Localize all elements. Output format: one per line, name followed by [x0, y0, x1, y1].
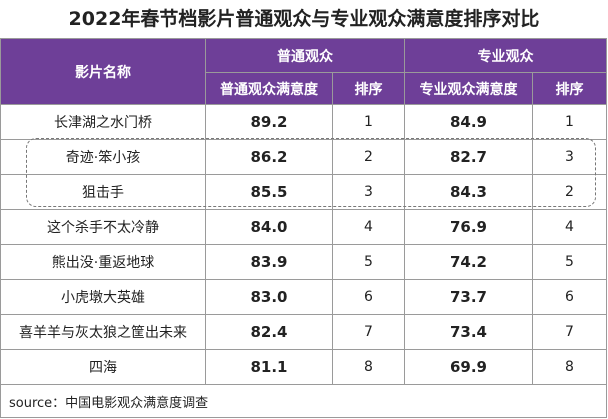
professional-score: 76.9	[404, 209, 533, 245]
general-score: 83.9	[205, 244, 333, 280]
professional-score: 73.4	[404, 314, 533, 350]
header-general-group: 普通观众	[205, 38, 405, 73]
professional-rank: 6	[532, 279, 607, 315]
header-professional-rank: 排序	[532, 72, 607, 105]
table-row: 奇迹·笨小孩 86.2 2 82.7 3	[0, 139, 607, 175]
film-name: 熊出没·重返地球	[0, 244, 206, 280]
table-row: 这个杀手不太冷静 84.0 4 76.9 4	[0, 209, 607, 245]
professional-score: 82.7	[404, 139, 533, 175]
header-general-rank: 排序	[332, 72, 405, 105]
table-row: 长津湖之水门桥 89.2 1 84.9 1	[0, 104, 607, 140]
professional-score: 84.9	[404, 104, 533, 140]
general-rank: 3	[332, 174, 405, 210]
general-rank: 4	[332, 209, 405, 245]
professional-score: 74.2	[404, 244, 533, 280]
professional-rank: 7	[532, 314, 607, 350]
professional-rank: 5	[532, 244, 607, 280]
general-score: 81.1	[205, 349, 333, 385]
professional-rank: 1	[532, 104, 607, 140]
professional-rank: 4	[532, 209, 607, 245]
film-name: 喜羊羊与灰太狼之筐出未来	[0, 314, 206, 350]
source-note: source：中国电影观众满意度调查	[0, 384, 607, 418]
general-rank: 7	[332, 314, 405, 350]
film-name: 这个杀手不太冷静	[0, 209, 206, 245]
general-score: 89.2	[205, 104, 333, 140]
table-row: 喜羊羊与灰太狼之筐出未来 82.4 7 73.4 7	[0, 314, 607, 350]
general-score: 82.4	[205, 314, 333, 350]
general-score: 85.5	[205, 174, 333, 210]
header-professional-score: 专业观众满意度	[404, 72, 533, 105]
film-name: 四海	[0, 349, 206, 385]
table-title: 2022年春节档影片普通观众与专业观众满意度排序对比	[68, 8, 540, 30]
general-score: 84.0	[205, 209, 333, 245]
table-row: 小虎墩大英雄 83.0 6 73.7 6	[0, 279, 607, 315]
film-name: 奇迹·笨小孩	[0, 139, 206, 175]
header-film-name: 影片名称	[0, 38, 206, 105]
film-name: 小虎墩大英雄	[0, 279, 206, 315]
satisfaction-table: 影片名称 普通观众 专业观众 普通观众满意度 排序 专业观众满意度 排序 长津湖…	[0, 38, 607, 418]
professional-rank: 2	[532, 174, 607, 210]
header-general-score: 普通观众满意度	[205, 72, 333, 105]
general-score: 83.0	[205, 279, 333, 315]
header-professional-group: 专业观众	[404, 38, 607, 73]
table-row: 熊出没·重返地球 83.9 5 74.2 5	[0, 244, 607, 280]
general-rank: 1	[332, 104, 405, 140]
table-row: 四海 81.1 8 69.9 8	[0, 349, 607, 385]
film-name: 狙击手	[0, 174, 206, 210]
professional-score: 73.7	[404, 279, 533, 315]
professional-score: 84.3	[404, 174, 533, 210]
general-rank: 5	[332, 244, 405, 280]
professional-rank: 8	[532, 349, 607, 385]
general-rank: 8	[332, 349, 405, 385]
table-row: 狙击手 85.5 3 84.3 2	[0, 174, 607, 210]
general-rank: 2	[332, 139, 405, 175]
professional-rank: 3	[532, 139, 607, 175]
general-rank: 6	[332, 279, 405, 315]
professional-score: 69.9	[404, 349, 533, 385]
general-score: 86.2	[205, 139, 333, 175]
film-name: 长津湖之水门桥	[0, 104, 206, 140]
